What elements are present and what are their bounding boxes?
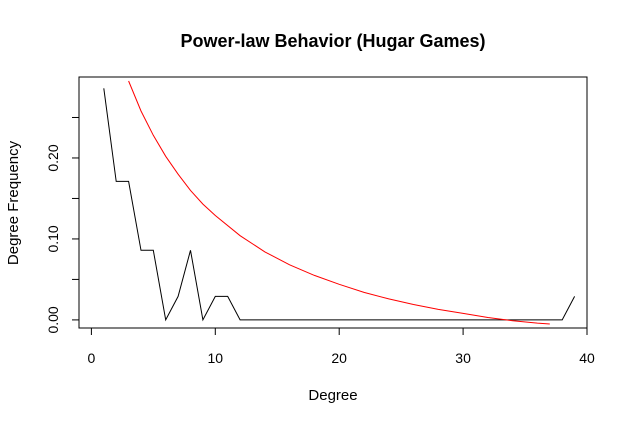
x-tick-label: 40 (579, 350, 595, 366)
x-axis: 0 10 20 30 40 (87, 327, 595, 366)
y-axis: 0.00 0.10 0.20 (45, 116, 80, 334)
x-tick-label: 20 (331, 350, 347, 366)
chart-title: Power-law Behavior (Hugar Games) (180, 31, 485, 51)
series-line-1 (103, 88, 576, 322)
y-axis-label: Degree Frequency (5, 140, 22, 265)
x-axis-label: Degree (308, 387, 357, 404)
series-layer (103, 80, 576, 325)
x-tick-label: 10 (208, 350, 224, 366)
y-tick-label: 0.10 (45, 225, 61, 252)
x-tick-label: 0 (87, 350, 95, 366)
y-tick-label: 0.20 (45, 144, 61, 171)
x-tick-label: 30 (455, 350, 471, 366)
plot-frame (78, 76, 588, 329)
y-tick-label: 0.00 (45, 306, 61, 333)
series-line-2 (128, 80, 550, 325)
